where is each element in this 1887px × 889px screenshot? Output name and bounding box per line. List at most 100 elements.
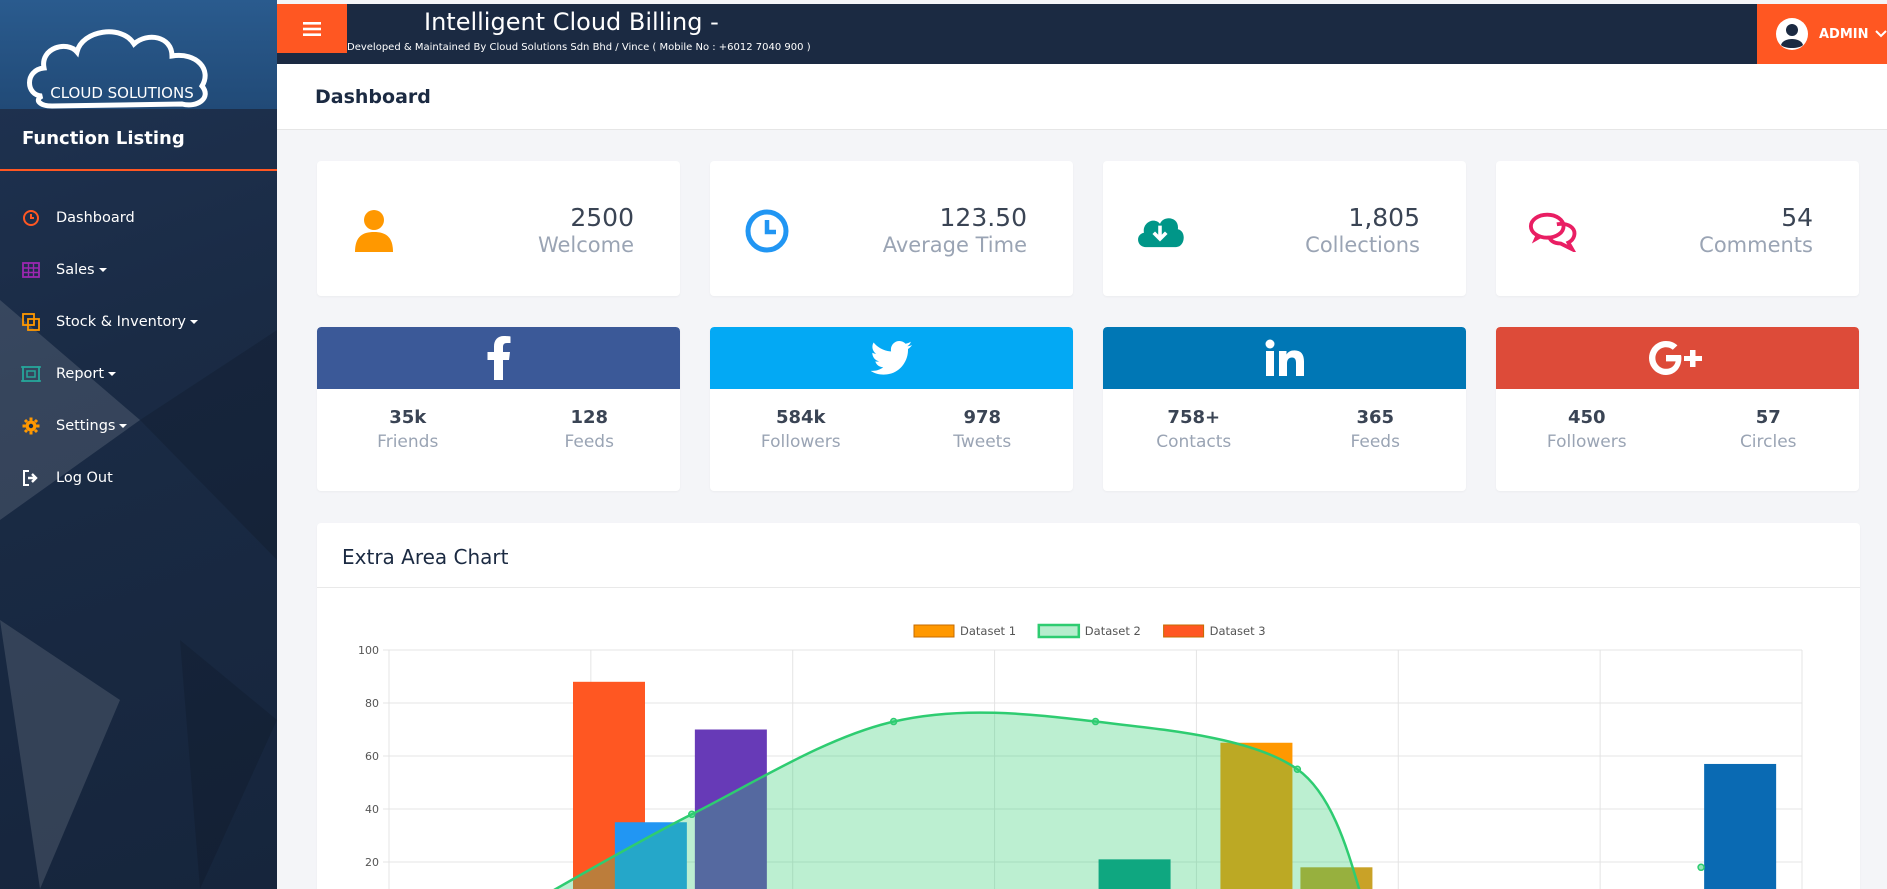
area-series-point xyxy=(1091,717,1100,726)
chart-bar xyxy=(1704,763,1777,889)
stat-label: Welcome xyxy=(537,233,634,257)
social-stat-value: 35k xyxy=(389,407,427,428)
social-stat-label: Circles xyxy=(1739,432,1797,452)
comments-icon xyxy=(1528,207,1578,255)
social-stat-label: Tweets xyxy=(953,432,1012,452)
logout-icon xyxy=(20,467,42,489)
stat-card-average-time: 123.50 Average Time xyxy=(710,161,1073,296)
area-chart-card: Extra Area Chart 100 80 60 40 20 Dataset 1 Dat… xyxy=(317,523,1860,889)
report-icon xyxy=(20,363,42,385)
sidebar-item-label: Stock & Inventory xyxy=(56,314,186,330)
legend-swatch xyxy=(1163,624,1205,638)
legend-label: Dataset 1 xyxy=(960,624,1016,638)
chart-bar xyxy=(1098,859,1171,889)
sidebar-item-label: Log Out xyxy=(56,470,113,486)
chevron-down-icon xyxy=(119,424,128,428)
table-icon xyxy=(20,259,42,281)
social-stat-label: Feeds xyxy=(1350,432,1400,452)
stat-value: 1,805 xyxy=(1348,203,1420,232)
chart-bar xyxy=(694,729,767,889)
y-tick-label: 40 xyxy=(365,803,379,816)
page-header: Dashboard xyxy=(277,64,1887,130)
top-navbar: Intelligent Cloud Billing - Developed & … xyxy=(277,4,1887,64)
chevron-down-icon xyxy=(1874,30,1887,38)
social-stat-label: Feeds xyxy=(564,432,614,452)
sidebar-item-settings[interactable]: Settings xyxy=(0,400,277,452)
social-banner[interactable] xyxy=(317,327,680,389)
legend-swatch xyxy=(1037,623,1081,639)
app-subtitle: Developed & Maintained By Cloud Solution… xyxy=(347,42,811,53)
area-series-fill xyxy=(555,712,1360,889)
social-stat-value: 450 xyxy=(1567,407,1606,428)
sidebar-item-report[interactable]: Report xyxy=(0,348,277,400)
y-tick-label: 60 xyxy=(365,750,379,763)
y-tick-label: 80 xyxy=(365,697,379,710)
area-chart: 100 80 60 40 20 Dataset 1 Dataset 2 Dataset 3 xyxy=(358,623,1803,889)
sidebar-item-label: Dashboard xyxy=(56,210,135,226)
copy-icon xyxy=(20,311,42,333)
clock-icon xyxy=(742,207,792,255)
social-stat-label: Followers xyxy=(1546,432,1627,452)
stat-card-collections: 1,805 Collections xyxy=(1103,161,1466,296)
sidebar-item-dashboard[interactable]: Dashboard xyxy=(0,192,277,244)
social-stat-value: 57 xyxy=(1755,407,1781,428)
cloud-solutions-logo: CLOUD SOLUTIONS xyxy=(27,29,208,109)
social-stat-value: 978 xyxy=(963,407,1002,428)
user-icon xyxy=(349,207,399,255)
stat-card-comments: 54 Comments xyxy=(1496,161,1859,296)
social-card-linkedin: 758+ Contacts 365 Feeds xyxy=(1103,327,1466,491)
stat-value: 2500 xyxy=(570,203,634,232)
social-stat-value: 365 xyxy=(1356,407,1395,428)
clock-icon xyxy=(20,207,42,229)
social-banner[interactable] xyxy=(1103,327,1466,389)
legend-label: Dataset 3 xyxy=(1210,624,1266,638)
user-menu-button[interactable]: ADMIN xyxy=(1757,4,1887,64)
legend-label: Dataset 2 xyxy=(1085,624,1141,638)
chart-bar xyxy=(614,822,687,889)
social-stat-label: Friends xyxy=(377,432,439,452)
sidebar-item-label: Sales xyxy=(56,262,95,278)
sidebar-item-label: Settings xyxy=(56,418,116,434)
twitter-icon xyxy=(870,341,912,375)
social-card-facebook: 35k Friends 128 Feeds xyxy=(317,327,680,491)
social-card-twitter: 584k Followers 978 Tweets xyxy=(710,327,1073,491)
social-stat-value: 584k xyxy=(775,407,826,428)
chevron-down-icon xyxy=(98,268,107,272)
page-title: Dashboard xyxy=(315,86,431,108)
sidebar-item-label: Report xyxy=(56,366,105,382)
area-series-point xyxy=(1293,765,1302,773)
social-stat-label: Contacts xyxy=(1156,432,1232,452)
stat-value: 54 xyxy=(1781,203,1813,232)
function-listing-title: Function Listing xyxy=(22,128,185,149)
menu-toggle-button[interactable] xyxy=(277,4,347,53)
sidebar-background-pattern xyxy=(0,300,277,889)
hamburger-icon xyxy=(303,21,321,36)
sidebar-item-stock-inventory[interactable]: Stock & Inventory xyxy=(0,296,277,348)
area-series-point xyxy=(889,717,898,726)
chart-title: Extra Area Chart xyxy=(342,545,509,569)
area-series-point xyxy=(688,810,696,819)
social-stat-label: Followers xyxy=(760,432,841,452)
chevron-down-icon xyxy=(189,320,198,324)
social-banner[interactable] xyxy=(1496,327,1859,389)
sidebar: CLOUD SOLUTIONS Function Listing Dashboa… xyxy=(0,0,277,889)
area-series-line xyxy=(553,711,1361,889)
stat-card-welcome: 2500 Welcome xyxy=(317,161,680,296)
linkedin-icon xyxy=(1265,339,1304,376)
sidebar-item-sales[interactable]: Sales xyxy=(0,244,277,296)
social-banner[interactable] xyxy=(710,327,1073,389)
stat-label: Comments xyxy=(1699,233,1813,257)
y-tick-label: 100 xyxy=(358,644,379,657)
cloud-download-icon xyxy=(1135,207,1185,255)
logo-area[interactable]: CLOUD SOLUTIONS xyxy=(0,0,277,109)
social-stat-value: 758+ xyxy=(1167,407,1221,428)
app-title: Intelligent Cloud Billing - xyxy=(424,8,719,36)
sidebar-menu: Dashboard Sales Stock & Inventory Report… xyxy=(0,192,277,504)
chart-bar xyxy=(1220,742,1293,889)
google-plus-icon xyxy=(1648,341,1702,375)
facebook-icon xyxy=(487,336,510,380)
stat-label: Average Time xyxy=(882,233,1027,257)
function-listing-divider xyxy=(0,169,277,171)
sidebar-item-logout[interactable]: Log Out xyxy=(0,452,277,504)
legend-swatch xyxy=(913,624,955,638)
